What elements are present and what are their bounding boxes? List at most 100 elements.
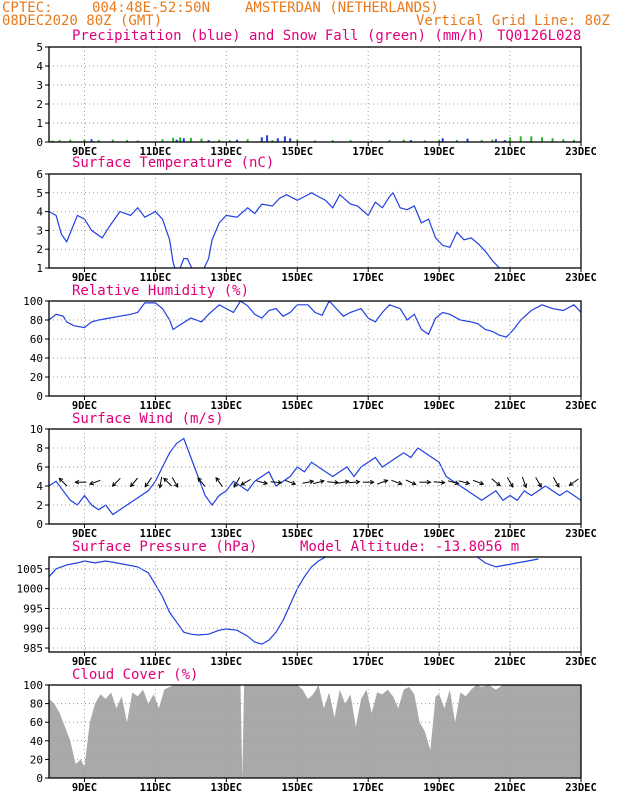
wind-arrow-shaft <box>89 479 101 485</box>
wind-arrow-shaft <box>337 480 349 484</box>
title-rh: Relative Humidity (%) <box>72 283 249 299</box>
wind-arrow <box>302 479 315 485</box>
panel-rh: 0 20 40 60 80 100 9DEC 11DEC 13DEC 15DEC 17DEC 19DE… <box>23 295 597 412</box>
wind-arrow <box>58 477 68 487</box>
header-model-id: TQ0126L028 <box>497 28 581 44</box>
x-tick-label: 15DEC <box>281 146 313 158</box>
snow-bar <box>331 140 334 142</box>
precip-bar <box>494 139 497 142</box>
x-tick-label: 19DEC <box>423 272 455 284</box>
snow-bar <box>172 137 175 142</box>
wind-arrow-head <box>355 479 361 485</box>
y-tick-label: 0 <box>36 390 43 403</box>
x-tick-label: 23DEC <box>565 272 597 284</box>
x-tick-label: 23DEC <box>565 400 597 412</box>
wind-arrow <box>433 480 446 485</box>
snow-bar <box>69 139 72 142</box>
wind-arrow <box>362 479 375 485</box>
snow-bar <box>438 140 441 142</box>
y-tick-label: 4 <box>36 60 43 73</box>
x-tick-label: 19DEC <box>423 782 455 794</box>
title-wind: Surface Wind (m/s) <box>72 411 224 427</box>
wind-arrow-shaft <box>163 477 173 487</box>
wind-arrow-shaft <box>327 481 339 484</box>
y-tick-label: 3 <box>36 79 43 92</box>
x-tick-label: 17DEC <box>352 782 384 794</box>
snow-bar <box>530 136 533 142</box>
wind-arrow-shaft <box>377 479 388 485</box>
x-tick-label: 17DEC <box>352 400 384 412</box>
x-tick-label: 11DEC <box>140 272 172 284</box>
x-tick-label: 19DEC <box>423 656 455 668</box>
snow-bar <box>541 137 543 142</box>
snow-bar <box>572 139 575 142</box>
wind-arrow-head <box>496 481 501 487</box>
header-grid-note: Vertical Grid Line: 80Z <box>416 13 610 29</box>
wind-arrow <box>313 479 325 485</box>
precip-bar <box>441 138 444 142</box>
y-tick-label: 60 <box>30 716 43 729</box>
wind-arrow-head <box>465 480 471 486</box>
snow-bar <box>97 140 100 142</box>
wind-arrow-head <box>173 482 179 488</box>
snow-bar <box>111 139 114 142</box>
snow-bar <box>455 140 458 142</box>
y-tick-label: 995 <box>23 602 43 615</box>
wind-arrow-shaft <box>391 479 402 485</box>
wind-arrow-head <box>369 479 375 485</box>
wind-arrow-shaft <box>535 477 542 488</box>
wind-arrow-head <box>397 480 403 486</box>
wind-arrow-shaft <box>433 481 445 484</box>
cloud-cover-area <box>49 685 581 778</box>
wind-arrow-head <box>454 480 460 486</box>
x-tick-label: 11DEC <box>140 656 172 668</box>
wind-arrow-head <box>555 482 560 488</box>
wind-arrow <box>377 479 389 485</box>
y-tick-label: 6 <box>36 461 43 474</box>
wind-arrow <box>197 477 206 487</box>
wind-arrow-head <box>277 480 283 485</box>
snow-bar <box>246 139 249 142</box>
x-tick-label: 15DEC <box>281 656 313 668</box>
wind-arrow <box>74 479 87 485</box>
wind-arrow <box>129 477 139 488</box>
x-tick-label: 13DEC <box>211 272 243 284</box>
panel-wind: 0 2 4 6 8 10 9DEC 11DEC 13DEC 15DEC 17DEC 19DEC 21DE… <box>30 423 597 540</box>
header-location: AMSTERDAN (NETHERLANDS) <box>245 0 439 16</box>
wind-arrow <box>171 477 179 488</box>
wind-arrow-head <box>319 479 325 484</box>
wind-arrow-head <box>158 483 163 489</box>
data-layer-cloud <box>49 685 581 778</box>
x-tick-label: 11DEC <box>140 782 172 794</box>
y-tick-label: 990 <box>23 622 43 635</box>
wind-arrow-shaft <box>552 477 560 488</box>
wind-arrow-shaft <box>233 477 241 488</box>
x-tick-label: 23DEC <box>565 528 597 540</box>
precip-bar <box>236 139 238 142</box>
precip-bar <box>260 137 263 142</box>
x-tick-label: 17DEC <box>352 656 384 668</box>
wind-arrow-shaft <box>521 476 527 488</box>
snow-bar <box>228 140 231 142</box>
wind-arrow-head <box>568 481 574 487</box>
wind-arrow-shaft <box>197 477 206 487</box>
wind-arrow-shaft <box>215 477 223 487</box>
y-tick-label: 80 <box>30 698 43 711</box>
y-tick-label: 5 <box>36 187 43 200</box>
x-tick-label: 19DEC <box>423 146 455 158</box>
snow-bar <box>370 140 373 142</box>
precip-bar <box>182 138 185 142</box>
wind-arrow <box>88 479 101 486</box>
y-tick-label: 0 <box>36 772 43 785</box>
wind-arrow-head <box>479 480 485 486</box>
y-tick-label: 0 <box>36 518 43 531</box>
wind-arrow-shaft <box>58 477 68 487</box>
y-tick-label: 2 <box>36 98 43 111</box>
snow-bar <box>423 140 426 142</box>
x-tick-label: 19DEC <box>423 528 455 540</box>
wind-arrows <box>58 476 579 489</box>
wind-arrow <box>144 477 152 488</box>
panel-precip: 0 1 2 3 4 5 9DEC 11DEC 13DEC 15DEC 17DEC 19DEC 21DEC… <box>36 41 596 158</box>
y-tick-label: 100 <box>23 679 43 692</box>
wind-arrow-head <box>383 479 389 484</box>
